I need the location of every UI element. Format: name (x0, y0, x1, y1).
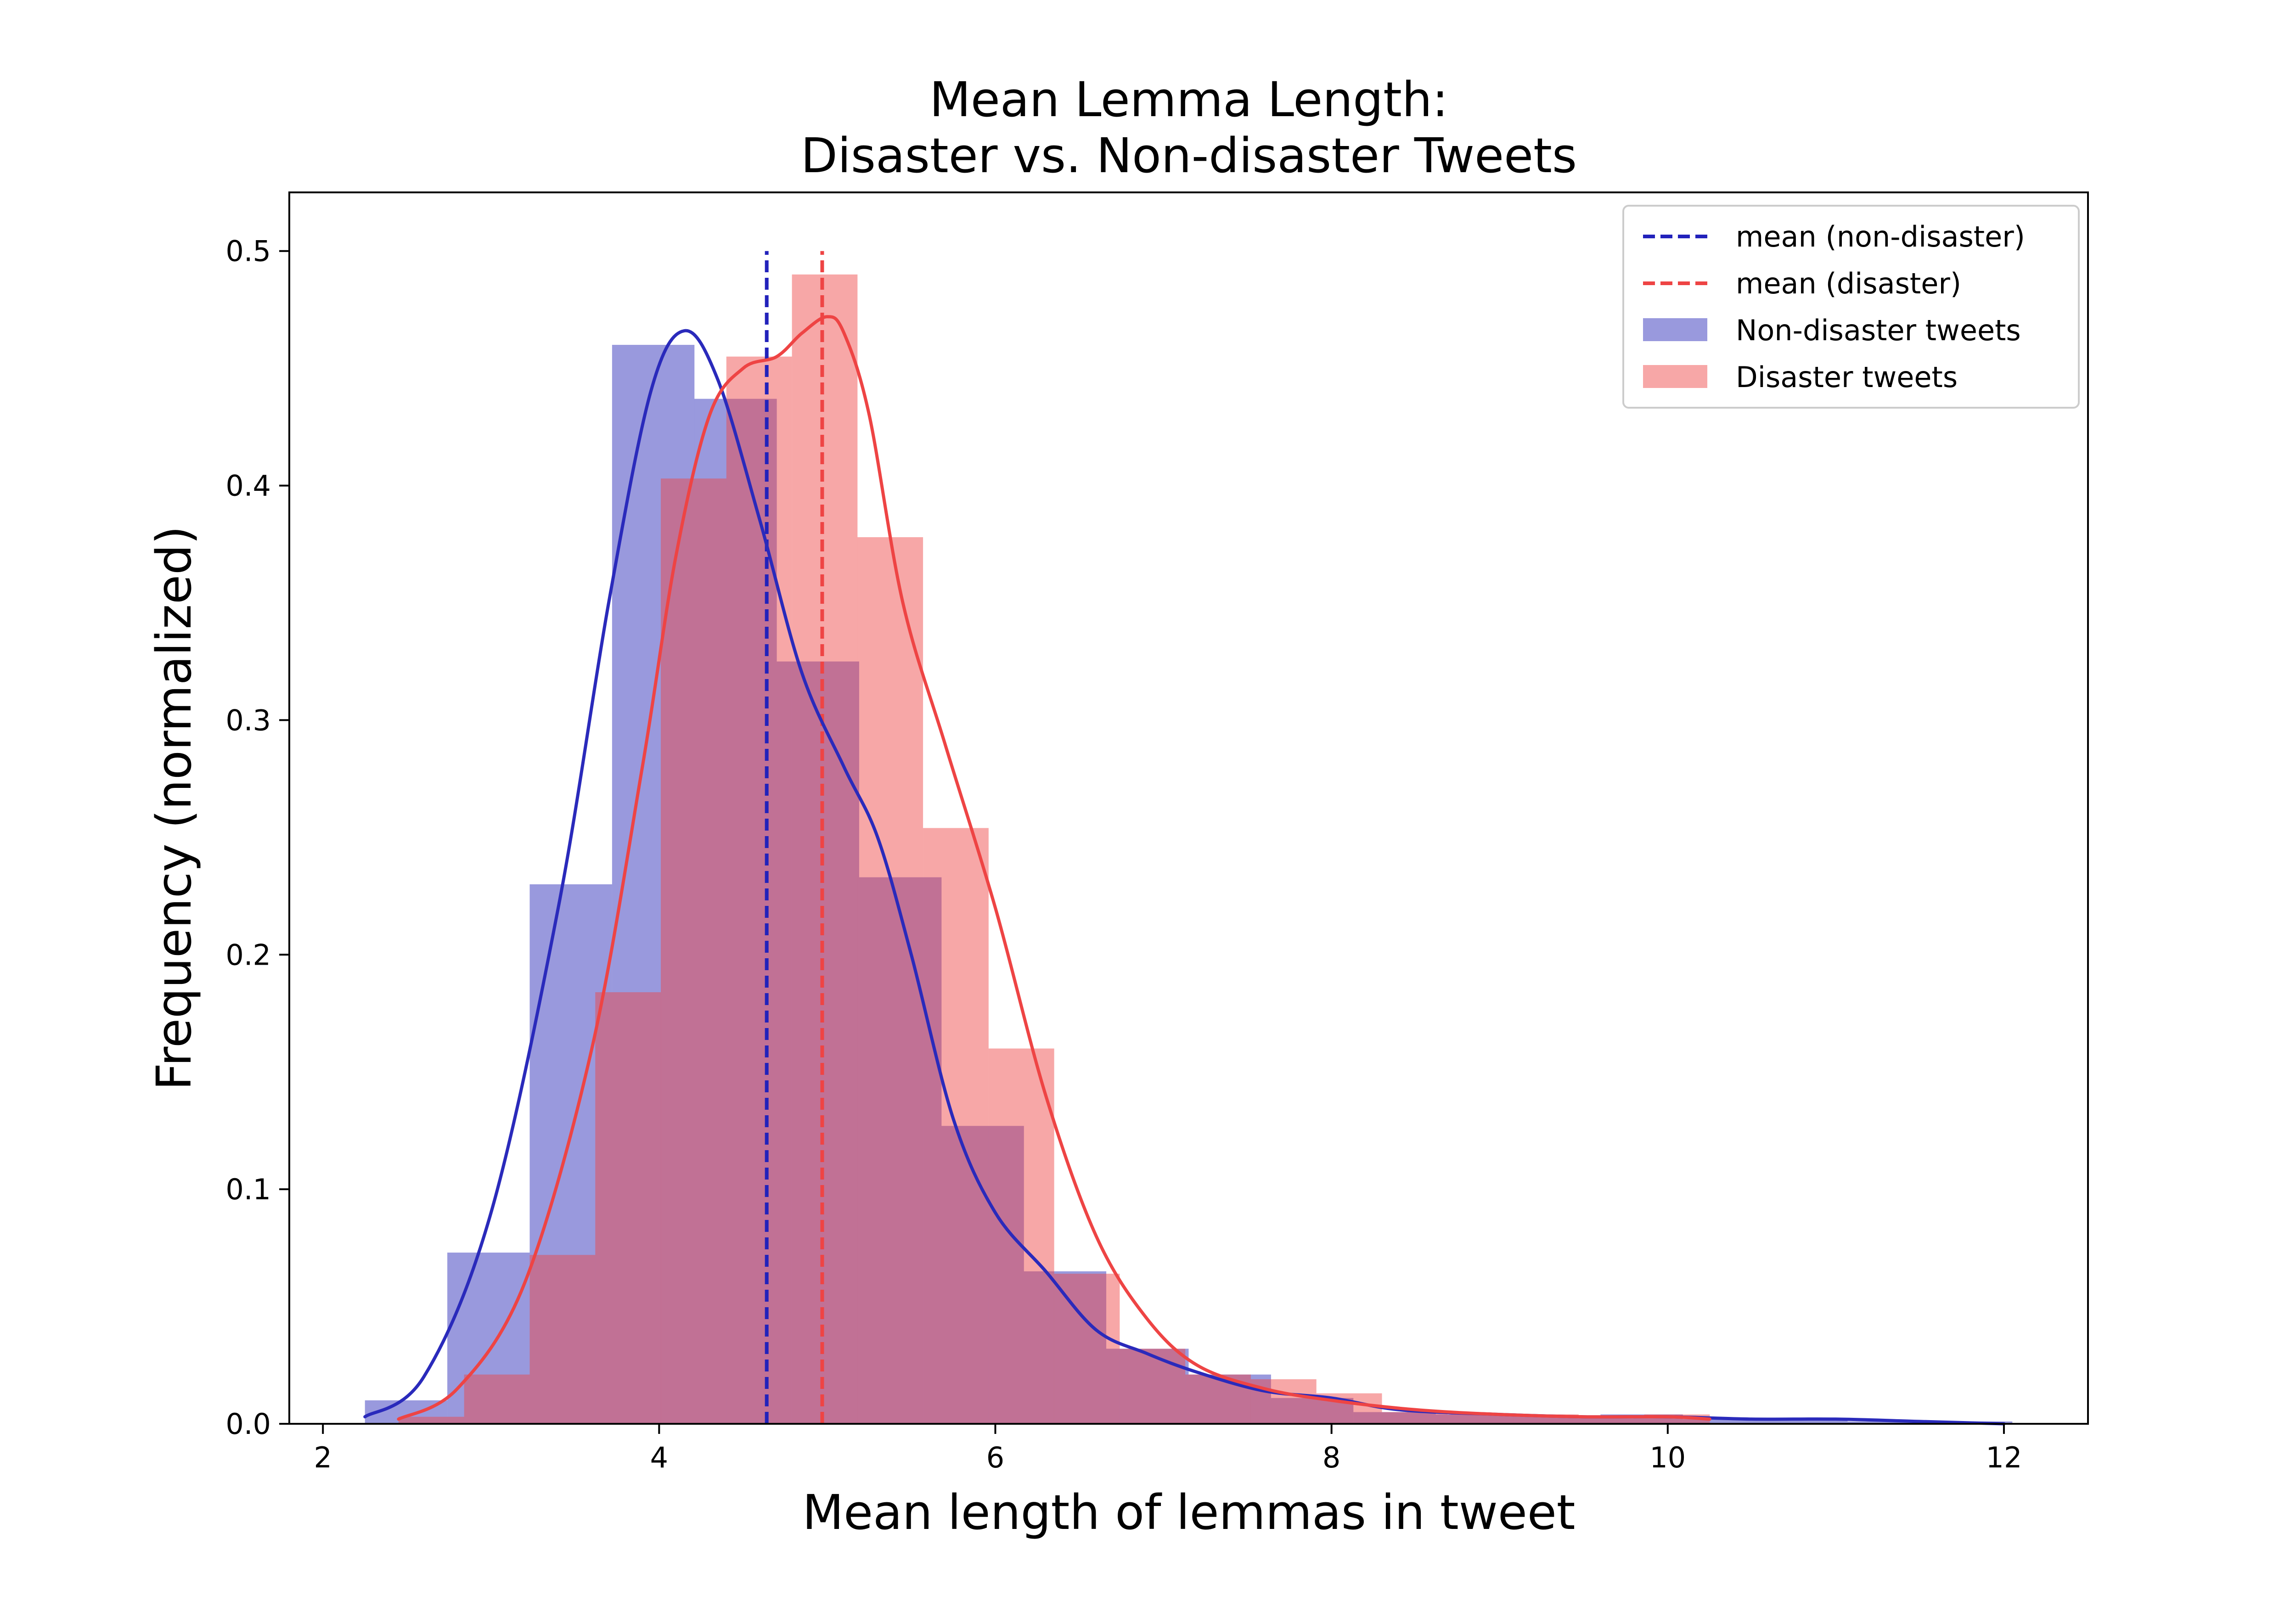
plot-area (363, 251, 2013, 1426)
bar-non-disaster-17 (1765, 1419, 1848, 1424)
legend-swatch-disaster (1643, 365, 1707, 388)
x-tick-label: 10 (1649, 1441, 1686, 1474)
x-axis-label: Mean length of lemmas in tweet (802, 1484, 1575, 1540)
bar-non-disaster-4 (694, 399, 777, 1424)
legend-label-mean-non-disaster: mean (non-disaster) (1736, 220, 2025, 253)
y-tick-label: 0.2 (225, 938, 271, 972)
chart-title-line2: Disaster vs. Non-disaster Tweets (801, 128, 1577, 184)
bar-non-disaster-16 (1683, 1419, 1766, 1424)
bar-non-disaster-1 (447, 1253, 530, 1424)
bar-disaster-11 (1120, 1349, 1186, 1424)
legend-box (1622, 205, 2080, 409)
legend-label-mean-disaster: mean (disaster) (1736, 267, 1961, 300)
x-axis: 2 4 6 8 10 12 (314, 1424, 2022, 1474)
bar-non-disaster-18 (1847, 1421, 1930, 1424)
chart-title-line1: Mean Lemma Length: (929, 72, 1448, 128)
x-tick-label: 2 (314, 1441, 332, 1474)
bar-non-disaster-13 (1435, 1414, 1518, 1424)
bar-non-disaster-7 (941, 1126, 1024, 1424)
x-tick-label: 4 (650, 1441, 668, 1474)
axes-frame (288, 191, 2089, 1425)
legend-label-disaster: Disaster tweets (1736, 360, 1958, 394)
y-axis-label: Frequency (normalized) (146, 526, 202, 1090)
bar-disaster-5 (726, 356, 792, 1424)
kde-line-disaster (397, 315, 1711, 1421)
bar-disaster-15 (1382, 1412, 1448, 1424)
bar-disaster-6 (792, 274, 858, 1424)
bar-disaster-13 (1250, 1379, 1317, 1424)
bar-non-disaster-2 (529, 884, 612, 1424)
bar-disaster-3 (595, 992, 661, 1424)
bar-disaster-7 (857, 537, 923, 1424)
legend: mean (non-disaster) mean (disaster) Non-… (1622, 205, 2080, 409)
x-tick-label: 12 (1986, 1441, 2022, 1474)
bar-non-disaster-12 (1353, 1412, 1436, 1424)
bar-disaster-18 (1578, 1416, 1644, 1424)
y-tick-label: 0.3 (225, 703, 271, 737)
bar-disaster-9 (988, 1048, 1054, 1424)
bar-disaster-16 (1447, 1414, 1514, 1424)
y-tick-label: 0.5 (225, 235, 271, 268)
series-non-disaster-bars (365, 345, 2013, 1424)
bar-disaster-1 (464, 1374, 530, 1424)
bar-disaster-2 (529, 1255, 596, 1424)
legend-swatch-non-disaster (1643, 318, 1707, 341)
x-tick-label: 8 (1322, 1441, 1340, 1474)
bar-non-disaster-5 (777, 661, 859, 1424)
bar-disaster-10 (1054, 1274, 1120, 1424)
bar-disaster-0 (398, 1416, 464, 1424)
legend-label-non-disaster: Non-disaster tweets (1736, 314, 2021, 347)
y-tick-label: 0.0 (225, 1407, 271, 1441)
bar-non-disaster-9 (1106, 1349, 1189, 1424)
y-axis: 0.0 0.1 0.2 0.3 0.4 0.5 (225, 235, 289, 1441)
y-tick-label: 0.4 (225, 469, 271, 503)
y-tick-label: 0.1 (225, 1173, 271, 1206)
x-tick-label: 6 (986, 1441, 1004, 1474)
bar-disaster-4 (661, 478, 726, 1424)
bar-non-disaster-6 (859, 877, 942, 1424)
bar-non-disaster-14 (1518, 1416, 1601, 1424)
